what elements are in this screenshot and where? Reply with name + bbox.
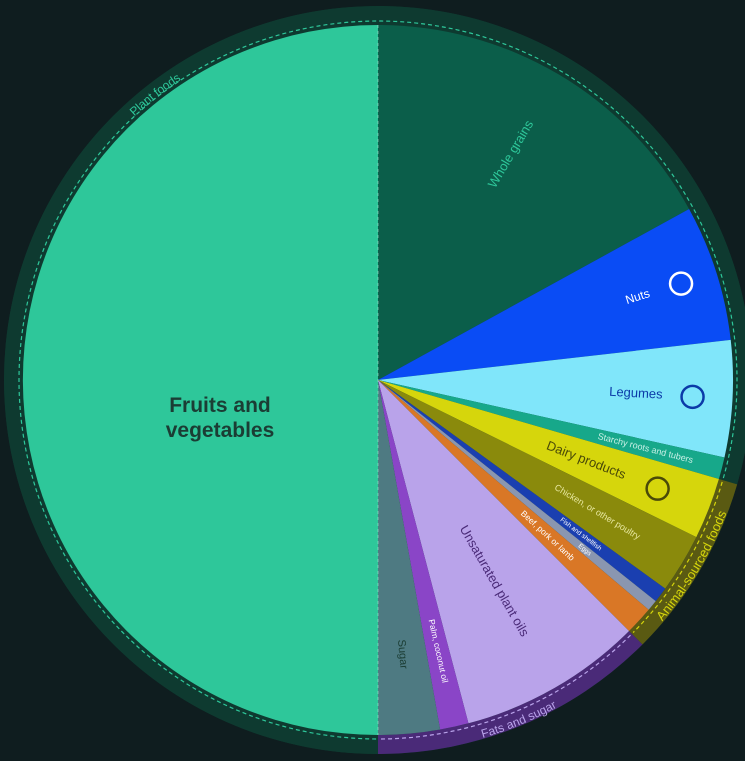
slice [378,380,630,724]
slice [378,380,697,589]
icon [680,384,705,410]
group-dashed-line [18,20,738,740]
slice [378,380,656,610]
icon [668,271,694,296]
slice [378,380,649,632]
group-band [629,479,738,645]
group-dashed-line [379,634,631,740]
slice [378,380,441,735]
slice [378,25,690,380]
slice [378,380,469,730]
slice [378,339,733,458]
group-band [378,631,643,754]
slice [378,208,731,380]
group-dashed-line [632,481,723,633]
slice-label: Fruits and vegetables [165,394,275,442]
slice-label: Legumes [609,384,664,402]
icon [645,476,670,501]
slice-label: Sugar [395,639,410,670]
slice [378,380,719,538]
slice [22,24,378,735]
slice [378,380,666,602]
slice [378,380,725,480]
